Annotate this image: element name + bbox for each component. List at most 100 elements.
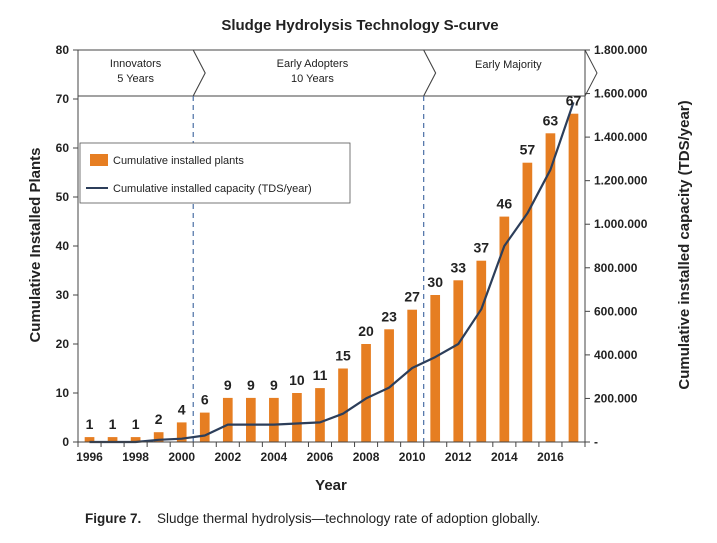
x-tick-label: 2008 <box>353 450 380 464</box>
data-label-2010: 27 <box>404 289 420 305</box>
bar-2013 <box>476 260 487 442</box>
left-tick-label: 70 <box>56 92 70 106</box>
right-tick-label: 1.400.000 <box>594 130 648 144</box>
left-tick-label: 0 <box>62 435 69 449</box>
x-tick-label: 2010 <box>399 450 426 464</box>
bar-2017 <box>568 113 579 442</box>
phase-name-1: Innovators <box>110 58 162 70</box>
data-label-2011: 30 <box>427 274 443 290</box>
data-label-2004: 9 <box>270 377 278 393</box>
data-label-2000: 4 <box>178 401 186 417</box>
bar-2014 <box>499 216 510 442</box>
bar-2006 <box>315 388 325 442</box>
right-tick-label: 400.000 <box>594 348 638 362</box>
bar-2003 <box>246 397 256 442</box>
phase-name-3: Early Majority <box>475 59 542 71</box>
right-axis-ticks: - 200.000 400.000 600.000 800.000 1.000.000 1.… <box>585 43 648 449</box>
legend-box <box>79 142 351 204</box>
left-tick-label: 20 <box>56 337 70 351</box>
bar-2016 <box>545 133 556 443</box>
bar-series <box>84 113 579 443</box>
data-label-1999: 2 <box>155 411 163 427</box>
line-series <box>89 101 575 444</box>
legend-label-plants: Cumulative installed plants <box>113 155 244 167</box>
caption-text: Sludge thermal hydrolysis—technology rat… <box>157 511 540 526</box>
x-axis-ticks: 1996 1998 2000 2002 2004 2006 2008 2010 2012 2014… <box>76 442 586 464</box>
figure-caption: Figure 7. Sludge thermal hydrolysis—tech… <box>85 511 540 526</box>
phase-arrow-3 <box>422 49 598 97</box>
legend: Cumulative installed plants Cumulative i… <box>79 142 351 204</box>
bar-1999 <box>153 432 164 442</box>
data-label-1998: 1 <box>132 416 140 432</box>
x-axis-title: Year <box>315 477 347 494</box>
phase-duration-1: 5 Years <box>117 73 154 85</box>
right-tick-label: 1.800.000 <box>594 43 648 57</box>
bar-2008 <box>361 344 371 442</box>
left-tick-label: 60 <box>56 141 70 155</box>
bar-2015 <box>522 162 533 442</box>
bar-2000 <box>176 422 187 442</box>
left-tick-label: 50 <box>56 190 70 204</box>
legend-label-capacity: Cumulative installed capacity (TDS/year) <box>113 183 312 195</box>
bar-2005 <box>292 393 302 442</box>
bar-2004 <box>269 397 279 442</box>
bar-2012 <box>453 280 464 442</box>
left-tick-label: 10 <box>56 386 70 400</box>
data-label-2015: 57 <box>520 142 536 158</box>
x-tick-label: 2016 <box>537 450 564 464</box>
phase-name-2: Early Adopters <box>277 58 349 70</box>
phase-duration-2: 10 Years <box>291 73 334 85</box>
right-tick-label: 200.000 <box>594 391 638 405</box>
legend-swatch-plants <box>90 154 108 166</box>
chart-title: Sludge Hydrolysis Technology S-curve <box>221 17 498 34</box>
left-axis-ticks: 0 10 20 30 40 50 60 70 80 <box>56 43 78 449</box>
right-tick-label: 800.000 <box>594 261 638 275</box>
bar-2007 <box>338 368 348 442</box>
phase-banner: Innovators 5 Years Early Adopters 10 Years E… <box>77 49 598 97</box>
x-tick-label: 1996 <box>76 450 103 464</box>
right-tick-label: 1.200.000 <box>594 174 648 188</box>
right-tick-label: - <box>594 435 598 449</box>
data-label-2003: 9 <box>247 377 255 393</box>
x-tick-label: 2012 <box>445 450 472 464</box>
x-tick-label: 2002 <box>214 450 241 464</box>
data-label-1997: 1 <box>109 416 117 432</box>
data-label-2017: 67 <box>566 93 582 109</box>
y-axis-title: Cumulative Installed Plants <box>27 147 44 342</box>
bar-1996 <box>84 437 95 442</box>
data-label-2001: 6 <box>201 392 209 408</box>
capacity-line <box>89 101 575 444</box>
bar-2002 <box>222 397 233 442</box>
right-tick-label: 600.000 <box>594 304 638 318</box>
data-label-2005: 10 <box>289 372 305 388</box>
bar-2011 <box>430 295 441 442</box>
data-label-2016: 63 <box>543 112 559 128</box>
bar-2010 <box>407 309 417 442</box>
x-tick-label: 1998 <box>122 450 149 464</box>
right-tick-label: 1.600.000 <box>594 87 648 101</box>
left-tick-label: 30 <box>56 288 70 302</box>
data-label-2014: 46 <box>497 196 513 212</box>
right-tick-label: 1.000.000 <box>594 217 648 231</box>
x-tick-label: 2000 <box>168 450 195 464</box>
data-label-1996: 1 <box>86 416 94 432</box>
left-tick-label: 80 <box>56 43 70 57</box>
data-label-2009: 23 <box>381 308 397 324</box>
data-label-2008: 20 <box>358 323 374 339</box>
x-tick-label: 2004 <box>261 450 288 464</box>
bar-2009 <box>384 329 394 442</box>
data-label-2007: 15 <box>335 348 351 364</box>
data-label-2013: 37 <box>474 240 490 256</box>
left-tick-label: 40 <box>56 239 70 253</box>
x-tick-label: 2014 <box>491 450 518 464</box>
bar-1998 <box>130 437 141 442</box>
x-tick-label: 2006 <box>307 450 334 464</box>
data-label-2012: 33 <box>450 259 466 275</box>
data-label-2006: 11 <box>313 367 328 383</box>
bar-1997 <box>107 437 118 442</box>
y2-axis-title: Cumulative installed capacity (TDS/year) <box>676 100 693 389</box>
bar-2001 <box>199 412 210 442</box>
